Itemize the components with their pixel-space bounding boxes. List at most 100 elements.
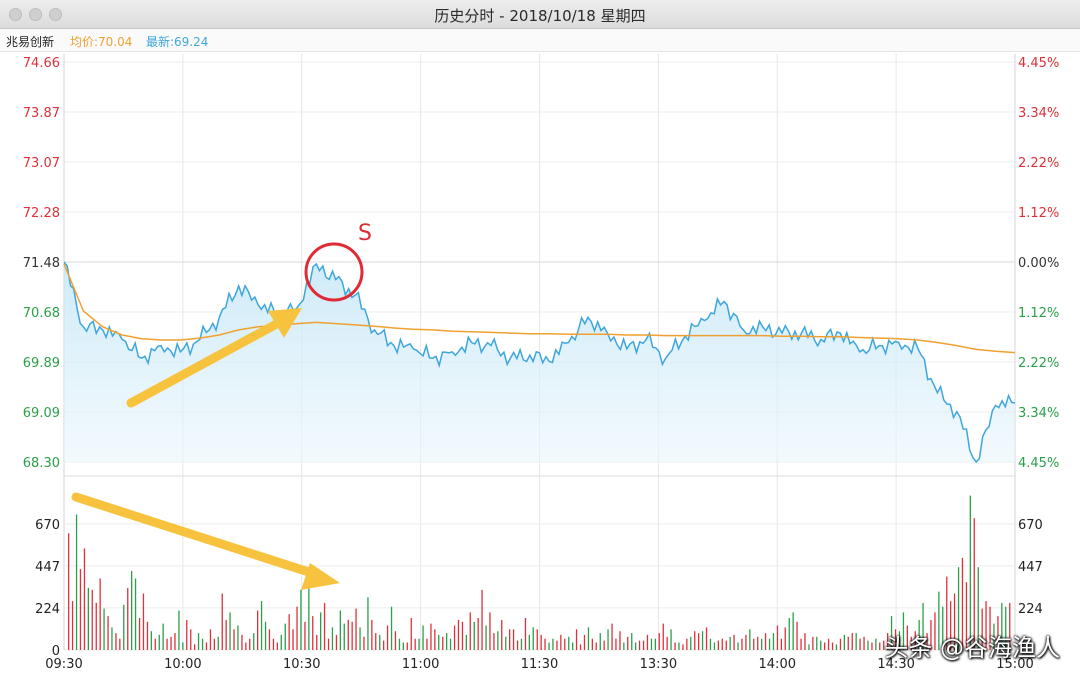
volume-bar xyxy=(646,634,649,650)
volume-bar xyxy=(131,570,133,650)
volume-bar xyxy=(591,638,593,650)
volume-bar xyxy=(776,625,779,650)
volume-bar xyxy=(465,634,467,650)
price-tick-label: 73.87 xyxy=(23,106,60,121)
latest-price-label: 最新:69.24 xyxy=(146,35,209,49)
price-tick-label: 69.89 xyxy=(23,356,60,371)
volume-bar xyxy=(871,642,873,650)
volume-bar xyxy=(138,618,141,650)
volume-bar xyxy=(772,633,775,650)
close-window-button[interactable] xyxy=(9,8,22,21)
volume-bar xyxy=(91,589,93,650)
volume-bar xyxy=(729,636,731,650)
volume-bar xyxy=(953,593,956,650)
volume-bar xyxy=(851,633,853,650)
volume-bar xyxy=(780,638,782,650)
volume-bar xyxy=(930,619,932,650)
volume-bar xyxy=(753,638,755,650)
price-tick-label: 71.48 xyxy=(23,256,60,271)
volume-bar xyxy=(638,640,641,650)
volume-bar xyxy=(276,642,278,650)
volume-bar xyxy=(272,638,275,650)
volume-bar xyxy=(119,638,121,650)
volume-bar xyxy=(812,636,814,650)
volume-bar xyxy=(260,601,263,650)
volume-bar xyxy=(123,604,125,650)
volume-bar xyxy=(827,638,830,650)
volume-bar xyxy=(489,612,491,650)
volume-bar xyxy=(820,640,822,650)
volume-bar xyxy=(134,578,137,650)
volume-bar xyxy=(249,638,251,650)
volume-bar xyxy=(430,623,432,650)
volume-bar xyxy=(398,638,401,650)
volume-bar xyxy=(111,627,113,650)
time-tick-label: 10:00 xyxy=(164,657,201,672)
volume-bar xyxy=(709,638,712,650)
volume-bar xyxy=(402,642,404,650)
percent-tick-label: 3.34% xyxy=(1018,106,1059,121)
volume-bar xyxy=(71,601,74,650)
volume-bar xyxy=(725,640,727,650)
volume-bar xyxy=(233,629,235,650)
volume-bar xyxy=(749,629,751,650)
volume-bar xyxy=(686,638,688,650)
volume-bar xyxy=(516,640,519,650)
volume-bar xyxy=(635,642,637,650)
volume-bar xyxy=(926,633,928,650)
volume-bar xyxy=(993,623,995,650)
volume-bar xyxy=(178,610,180,650)
price-tick-label: 72.28 xyxy=(23,206,60,221)
volume-bar xyxy=(540,634,542,650)
volume-bar xyxy=(690,636,692,650)
minimize-window-button[interactable] xyxy=(29,8,42,21)
volume-bar xyxy=(288,614,290,650)
volume-bar xyxy=(717,640,719,650)
time-tick-label: 13:30 xyxy=(640,657,677,672)
volume-bar xyxy=(394,631,397,650)
volume-bar xyxy=(406,642,408,650)
volume-bar xyxy=(438,634,440,650)
volume-bar xyxy=(493,633,495,650)
volume-bar xyxy=(761,638,763,650)
volume-bar xyxy=(304,621,306,650)
volume-bar xyxy=(339,610,341,650)
volume-bar xyxy=(965,582,968,650)
volume-bar xyxy=(209,629,212,650)
volume-bar xyxy=(449,638,452,650)
volume-bar xyxy=(658,633,660,650)
volume-bar xyxy=(934,612,936,650)
window-title: 历史分时 - 2018/10/18 星期四 xyxy=(434,7,646,25)
volume-bar xyxy=(631,633,633,650)
zoom-window-button[interactable] xyxy=(49,8,62,21)
volume-bar xyxy=(371,619,373,650)
volume-bar xyxy=(501,619,503,650)
volume-bar xyxy=(713,642,716,650)
volume-bar xyxy=(662,623,664,650)
volume-bar xyxy=(650,638,653,650)
volume-bar xyxy=(831,642,834,650)
volume-bar xyxy=(674,642,676,650)
volume-bar xyxy=(461,621,464,650)
volume-bar xyxy=(957,567,960,650)
volume-bar xyxy=(587,627,590,650)
volume-bar xyxy=(245,642,247,650)
volume-bar xyxy=(182,642,184,650)
time-tick-label: 15:00 xyxy=(996,657,1033,672)
volume-bar xyxy=(922,602,924,650)
volume-bar xyxy=(867,640,869,650)
volume-bar xyxy=(1009,602,1011,650)
volume-bar xyxy=(520,638,523,650)
volume-bar xyxy=(308,587,310,650)
percent-tick-label: 0.00% xyxy=(1018,256,1059,271)
volume-bar xyxy=(863,636,865,650)
volume-bar xyxy=(524,618,527,650)
volume-tick-label: 447 xyxy=(35,560,60,575)
volume-bar xyxy=(268,629,271,650)
volume-bar xyxy=(327,638,330,650)
time-tick-label: 11:00 xyxy=(402,657,439,672)
volume-bar xyxy=(1005,606,1007,650)
volume-bar xyxy=(902,612,905,650)
volume-bar xyxy=(170,636,172,650)
